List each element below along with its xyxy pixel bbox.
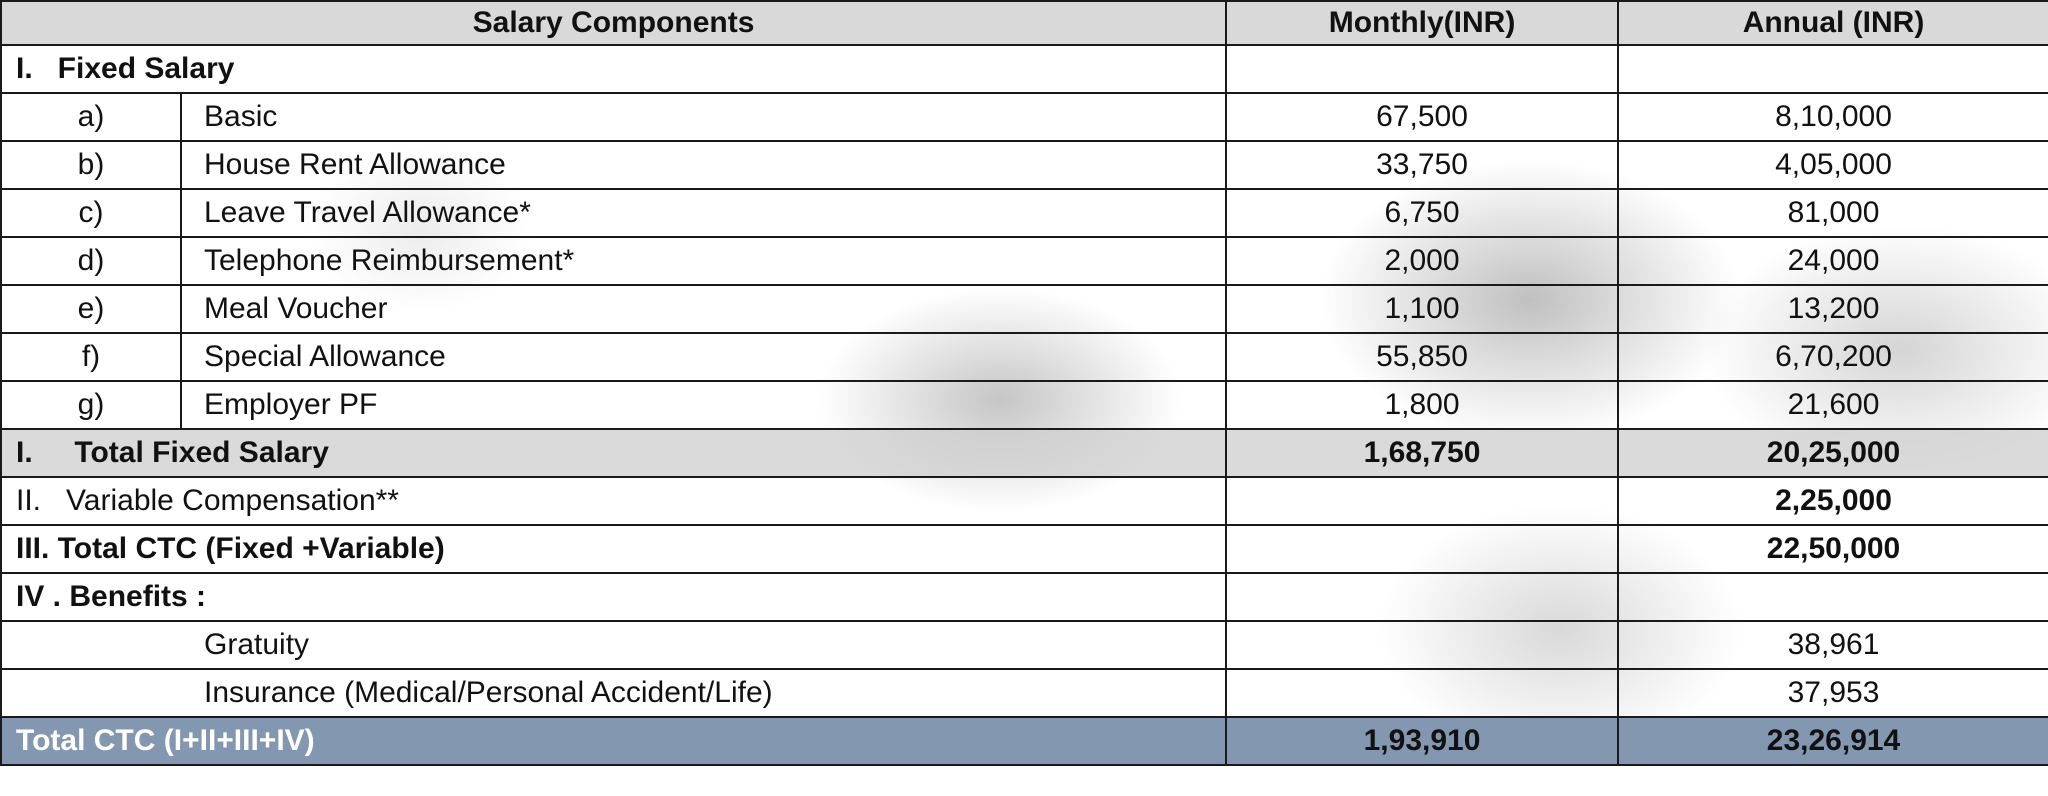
total-fixed-annual: 20,25,000 <box>1617 428 2048 478</box>
benefit-monthly <box>1225 620 1620 670</box>
row-index: b) <box>0 140 182 190</box>
variable-compensation-row: II. Variable Compensation** 2,25,000 <box>0 476 2048 526</box>
table-row: Insurance (Medical/Personal Accident/Lif… <box>0 668 2048 718</box>
table-header-row: Salary Components Monthly(INR) Annual (I… <box>0 0 2048 46</box>
header-annual: Annual (INR) <box>1617 0 2048 46</box>
grand-total-ctc-row: Total CTC (I+II+III+IV) 1,93,910 23,26,9… <box>0 716 2048 766</box>
benefit-annual: 37,953 <box>1617 668 2048 718</box>
row-label: Employer PF <box>179 380 1228 430</box>
fixed-salary-heading: I. Fixed Salary <box>0 44 1228 94</box>
empty-cell <box>1225 44 1620 94</box>
row-annual: 6,70,200 <box>1617 332 2048 382</box>
row-annual: 13,200 <box>1617 284 2048 334</box>
variable-label: II. Variable Compensation** <box>0 476 1228 526</box>
total-ctc-fv-monthly <box>1225 524 1620 574</box>
row-label: Special Allowance <box>179 332 1228 382</box>
total-fixed-label: I. Total Fixed Salary <box>0 428 1228 478</box>
row-annual: 8,10,000 <box>1617 92 2048 142</box>
row-monthly: 1,100 <box>1225 284 1620 334</box>
row-label: Telephone Reimbursement* <box>179 236 1228 286</box>
table-row: c) Leave Travel Allowance* 6,750 81,000 <box>0 188 2048 238</box>
total-fixed-monthly: 1,68,750 <box>1225 428 1620 478</box>
row-label: Leave Travel Allowance* <box>179 188 1228 238</box>
grand-total-label: Total CTC (I+II+III+IV) <box>0 716 1228 766</box>
benefit-annual: 38,961 <box>1617 620 2048 670</box>
row-label: Meal Voucher <box>179 284 1228 334</box>
header-monthly: Monthly(INR) <box>1225 0 1620 46</box>
total-fixed-salary-row: I. Total Fixed Salary 1,68,750 20,25,000 <box>0 428 2048 478</box>
row-index: e) <box>0 284 182 334</box>
variable-monthly <box>1225 476 1620 526</box>
total-ctc-fv-annual: 22,50,000 <box>1617 524 2048 574</box>
row-monthly: 33,750 <box>1225 140 1620 190</box>
variable-annual: 2,25,000 <box>1617 476 2048 526</box>
grand-total-monthly: 1,93,910 <box>1225 716 1620 766</box>
row-index: a) <box>0 92 182 142</box>
row-index: c) <box>0 188 182 238</box>
row-monthly: 2,000 <box>1225 236 1620 286</box>
table-row: f) Special Allowance 55,850 6,70,200 <box>0 332 2048 382</box>
header-salary-components: Salary Components <box>0 0 1228 46</box>
benefit-monthly <box>1225 668 1620 718</box>
table-row: Gratuity 38,961 <box>0 620 2048 670</box>
table-row: g) Employer PF 1,800 21,600 <box>0 380 2048 430</box>
row-annual: 4,05,000 <box>1617 140 2048 190</box>
row-monthly: 67,500 <box>1225 92 1620 142</box>
table-row: d) Telephone Reimbursement* 2,000 24,000 <box>0 236 2048 286</box>
row-annual: 21,600 <box>1617 380 2048 430</box>
row-label: Basic <box>179 92 1228 142</box>
row-index: f) <box>0 332 182 382</box>
benefit-label: Gratuity <box>0 620 1228 670</box>
table-row: a) Basic 67,500 8,10,000 <box>0 92 2048 142</box>
row-monthly: 1,800 <box>1225 380 1620 430</box>
fixed-salary-section-row: I. Fixed Salary <box>0 44 2048 94</box>
benefits-section-row: IV . Benefits : <box>0 572 2048 622</box>
row-annual: 81,000 <box>1617 188 2048 238</box>
row-annual: 24,000 <box>1617 236 2048 286</box>
empty-cell <box>1617 44 2048 94</box>
row-monthly: 55,850 <box>1225 332 1620 382</box>
row-label: House Rent Allowance <box>179 140 1228 190</box>
total-ctc-fv-label: III. Total CTC (Fixed +Variable) <box>0 524 1228 574</box>
grand-total-annual: 23,26,914 <box>1617 716 2048 766</box>
total-ctc-fixed-variable-row: III. Total CTC (Fixed +Variable) 22,50,0… <box>0 524 2048 574</box>
benefit-label: Insurance (Medical/Personal Accident/Lif… <box>0 668 1228 718</box>
salary-table: Salary Components Monthly(INR) Annual (I… <box>0 0 2048 766</box>
table-row: e) Meal Voucher 1,100 13,200 <box>0 284 2048 334</box>
empty-cell <box>1617 572 2048 622</box>
row-monthly: 6,750 <box>1225 188 1620 238</box>
table-row: b) House Rent Allowance 33,750 4,05,000 <box>0 140 2048 190</box>
row-index: g) <box>0 380 182 430</box>
empty-cell <box>1225 572 1620 622</box>
benefits-heading: IV . Benefits : <box>0 572 1228 622</box>
row-index: d) <box>0 236 182 286</box>
